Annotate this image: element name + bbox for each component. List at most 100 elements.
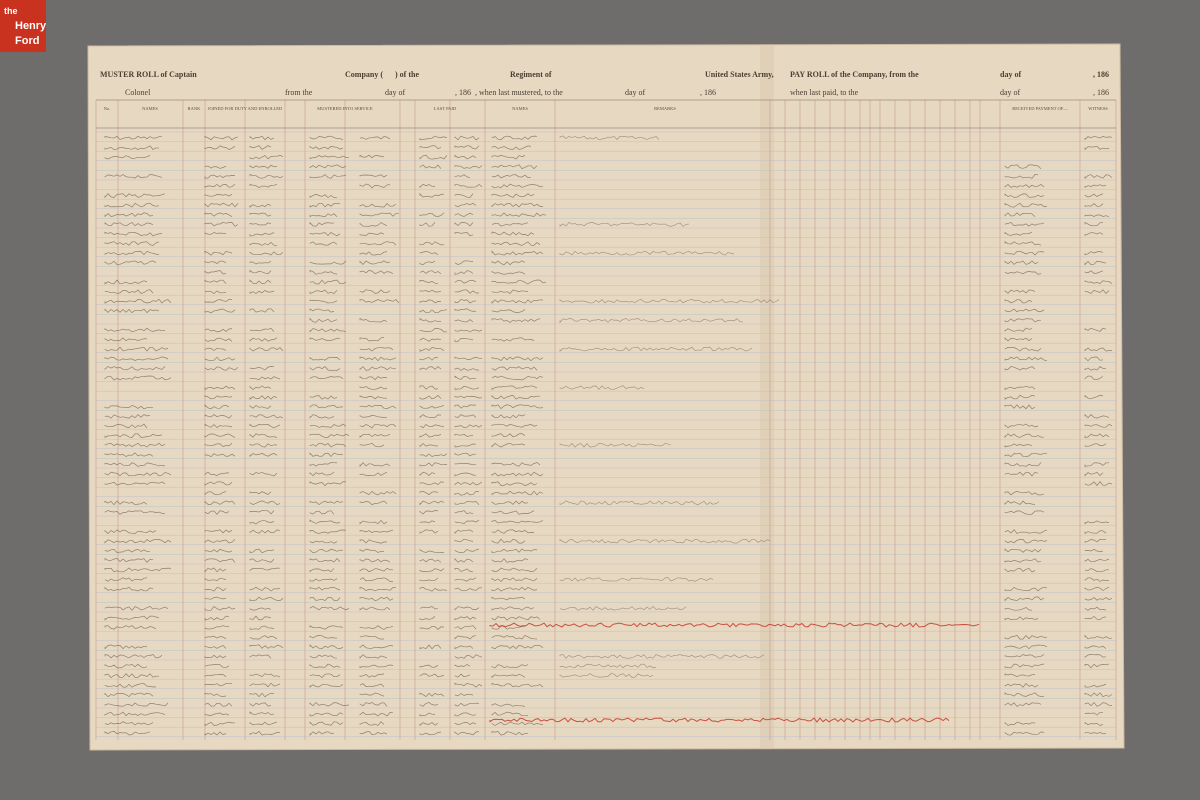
handwriting-stroke [359,625,394,630]
handwriting-stroke [309,540,338,544]
handwriting-stroke [491,231,535,237]
handwriting-stroke [419,549,445,553]
handwriting-stroke [491,183,544,189]
handwriting-stroke [204,692,227,697]
handwriting-stroke [204,481,233,486]
handwriting-stroke [1004,222,1045,227]
handwriting-stroke [204,423,233,429]
handwriting-stroke [309,279,347,285]
handwriting-stroke [1004,366,1036,371]
handwriting-stroke [249,155,284,160]
handwriting-stroke [454,414,477,418]
handwriting-stroke [1004,586,1048,592]
handwriting-stroke [309,164,347,169]
header-text: , 186 [1093,88,1109,97]
header-text: day of [1000,70,1021,79]
handwriting-stroke [309,395,338,400]
handwriting-stroke [104,193,166,199]
handwriting-stroke [454,298,477,304]
handwriting-stroke [559,222,690,227]
handwriting-stroke [249,500,281,505]
handwriting-stroke [491,471,544,477]
handwriting-stroke [204,328,233,333]
handwriting-stroke [1004,731,1045,736]
handwriting-stroke [204,625,230,630]
handwriting-stroke [559,673,654,678]
handwriting-stroke [491,490,544,496]
handwriting-stroke [359,606,391,611]
handwriting-stroke [249,471,278,477]
handwriting-stroke [204,529,233,534]
handwriting-stroke [359,212,400,217]
handwriting-stroke [104,202,160,208]
handwriting-stroke [104,605,169,611]
handwriting-stroke [249,510,275,515]
handwriting-stroke [309,578,338,582]
handwriting-stroke [104,471,172,477]
handwriting-stroke [309,644,344,650]
handwriting-stroke [1004,654,1045,658]
handwriting-stroke [559,250,735,256]
column-heading: MUSTERED INTO SERVICE [317,106,373,111]
handwriting-stroke [1004,212,1036,217]
handwriting-stroke [419,616,436,621]
handwriting-stroke [204,674,227,677]
handwriting-stroke [454,490,480,496]
handwriting-stroke [104,567,172,573]
handwriting-stroke [419,212,445,217]
handwriting-stroke [249,433,278,438]
handwriting-stroke [249,173,284,179]
handwriting-stroke [1004,327,1033,332]
handwriting-stroke [491,462,541,467]
handwriting-stroke [491,271,526,275]
handwriting-stroke [359,529,394,534]
handwriting-stroke [104,442,166,448]
handwriting-stroke [104,654,163,659]
handwriting-stroke [204,174,236,179]
handwriting-stroke [1004,271,1042,275]
handwriting-stroke [419,145,442,150]
handwriting-stroke [249,135,275,141]
handwriting-stroke [491,538,526,544]
handwriting-stroke [104,327,166,333]
handwriting-stroke [1084,530,1107,535]
handwriting-stroke [204,615,230,621]
handwriting-stroke [454,193,474,198]
handwriting-stroke [1004,721,1036,726]
handwriting-stroke [454,385,480,390]
handwriting-stroke [249,529,281,534]
column-heading: JOINED FOR DUTY AND ENROLLED [208,106,283,111]
handwriting-stroke [359,136,391,140]
handwriting-stroke [454,587,483,592]
handwriting-stroke [249,212,272,217]
handwriting-stroke [309,213,338,218]
handwriting-stroke [204,433,236,438]
handwriting-stroke [454,519,480,525]
handwriting-stroke [204,385,236,391]
ruled-grid [95,99,1117,740]
handwriting-stroke [1084,732,1107,735]
handwriting-stroke [1004,241,1042,246]
handwriting-stroke [419,443,438,448]
handwriting-stroke [249,558,275,563]
handwriting-stroke [204,145,236,151]
handwriting-stroke [204,290,227,295]
handwriting-stroke [309,731,335,737]
handwriting-stroke [1084,221,1104,227]
handwriting-stroke [309,635,338,639]
handwriting-stroke [359,558,391,563]
handwriting-stroke [359,232,385,236]
handwriting-stroke [359,692,385,697]
handwriting-stroke [204,260,227,265]
handwriting-stroke [1004,250,1045,256]
handwriting-stroke [559,442,672,448]
handwriting-stroke [359,683,385,688]
handwriting-stroke [454,165,483,169]
handwriting-stroke [309,232,341,237]
handwriting-stroke [359,462,391,468]
handwriting-stroke [309,452,344,458]
handwriting-stroke [309,586,341,591]
handwriting-stroke [1084,232,1104,236]
handwriting-stroke [359,289,391,294]
handwriting-stroke [309,568,335,573]
